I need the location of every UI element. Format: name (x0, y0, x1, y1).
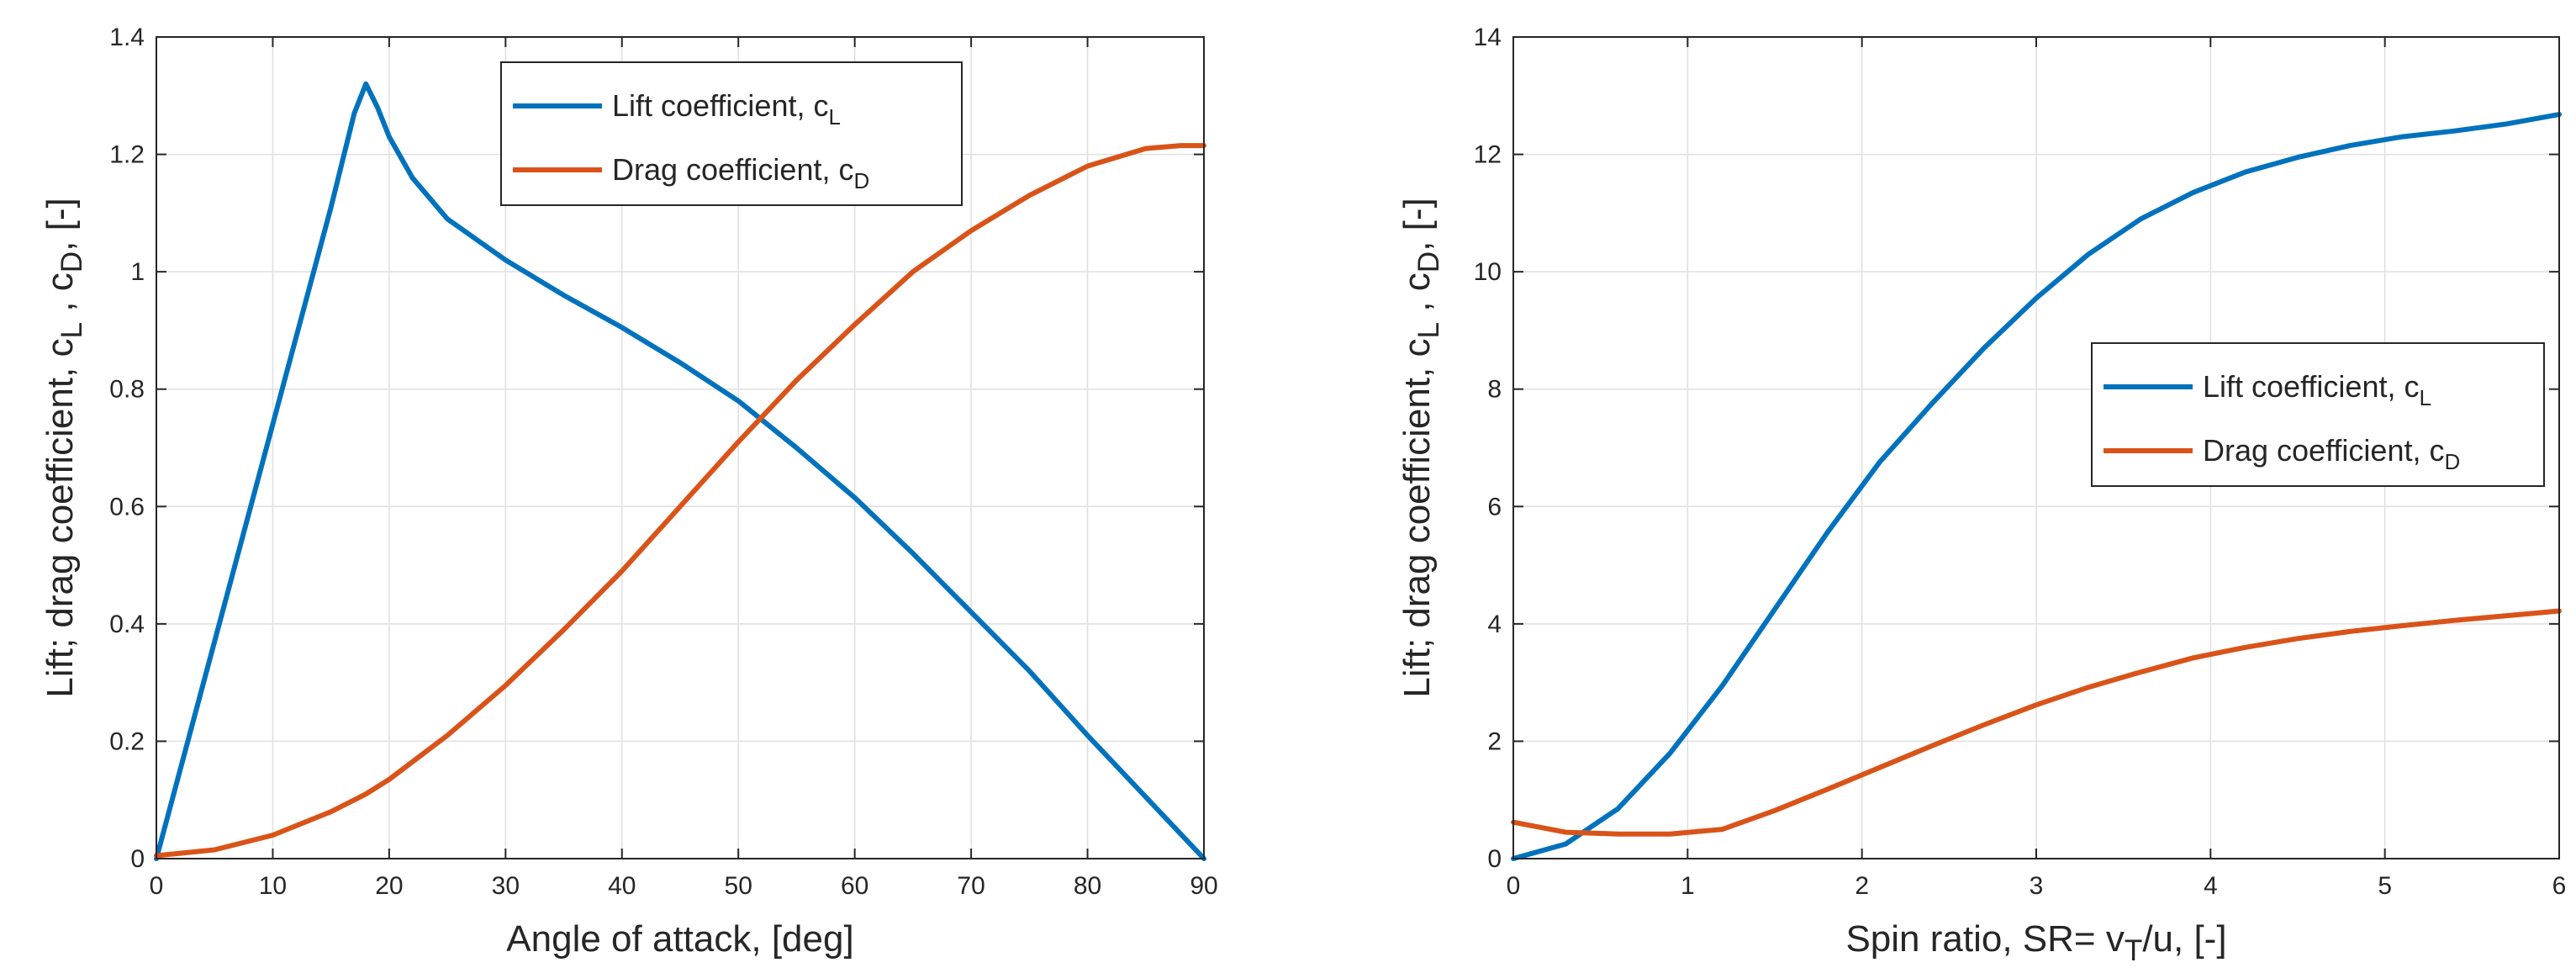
x-tick-label: 90 (1190, 872, 1217, 900)
x-tick-label: 80 (1074, 872, 1101, 900)
y-tick-label: 8 (1487, 376, 1502, 404)
x-tick-label: 4 (2204, 872, 2218, 900)
y-tick-label: 0 (130, 845, 145, 873)
x-tick-label: 20 (375, 872, 403, 900)
drag-coefficient-line (1511, 608, 2562, 837)
y-tick-label: 4 (1487, 611, 1502, 638)
legend-drag-label: Drag coefficient, cD (612, 152, 869, 193)
y-axis-title: Lift; drag coefficient, cL , cD, [-] (1396, 198, 1445, 697)
axes-frame (156, 36, 1205, 859)
y-tick-label: 2 (1487, 727, 1502, 755)
x-tick-label: 50 (725, 872, 752, 900)
chart-angle-of-attack: 0 10 20 30 40 50 60 70 80 90 0 0.2 0.4 0.6 0.8 1 1.2 1.4 A… (40, 24, 1218, 960)
y-tick-label: 1 (130, 258, 145, 286)
y-tick-label: 0.4 (109, 611, 145, 638)
x-tick-label: 2 (1855, 872, 1869, 900)
drag-coefficient-line (154, 143, 1206, 859)
y-tick-label: 1.2 (109, 141, 145, 169)
x-tick-label: 60 (841, 872, 868, 900)
x-tick-label: 0 (150, 872, 164, 900)
x-tick-label: 5 (2378, 872, 2392, 900)
x-tick-label: 6 (2552, 872, 2567, 900)
y-tick-label: 10 (1474, 258, 1502, 286)
x-tick-label: 0 (1507, 872, 1521, 900)
y-tick-label: 0.6 (109, 493, 145, 521)
lift-coefficient-line (1511, 112, 2562, 861)
y-tick-label: 0.2 (109, 727, 145, 755)
y-tick-label: 0.8 (109, 376, 145, 404)
x-tick-label: 1 (1681, 872, 1695, 900)
legend: Lift coefficient, cL Drag coefficient, cD (500, 61, 963, 206)
lift-coefficient-line (154, 81, 1206, 861)
y-tick-label: 0 (1487, 845, 1502, 873)
x-tick-label: 70 (957, 872, 984, 900)
x-tick-label: 10 (259, 872, 287, 900)
y-tick-label: 14 (1474, 24, 1502, 51)
legend-box (2091, 342, 2545, 487)
y-tick-label: 12 (1474, 141, 1502, 169)
y-axis-title: Lift; drag coefficient, cL , cD, [-] (40, 198, 88, 697)
x-tick-label: 3 (2030, 872, 2044, 900)
y-tick-label: 6 (1487, 493, 1502, 521)
legend-lift-label: Lift coefficient, cL (2203, 369, 2431, 410)
legend-box (500, 61, 963, 206)
legend-drag-label: Drag coefficient, cD (2203, 433, 2460, 474)
y-tick-label: 1.4 (109, 24, 145, 51)
x-axis-title: Angle of attack, [deg] (506, 918, 853, 960)
x-tick-label: 40 (608, 872, 636, 900)
x-axis-title: Spin ratio, SR= vT/u, [-] (1845, 918, 2226, 967)
x-tick-label: 30 (492, 872, 520, 900)
legend-lift-label: Lift coefficient, cL (612, 88, 841, 130)
legend: Lift coefficient, cL Drag coefficient, cD (2091, 342, 2545, 487)
